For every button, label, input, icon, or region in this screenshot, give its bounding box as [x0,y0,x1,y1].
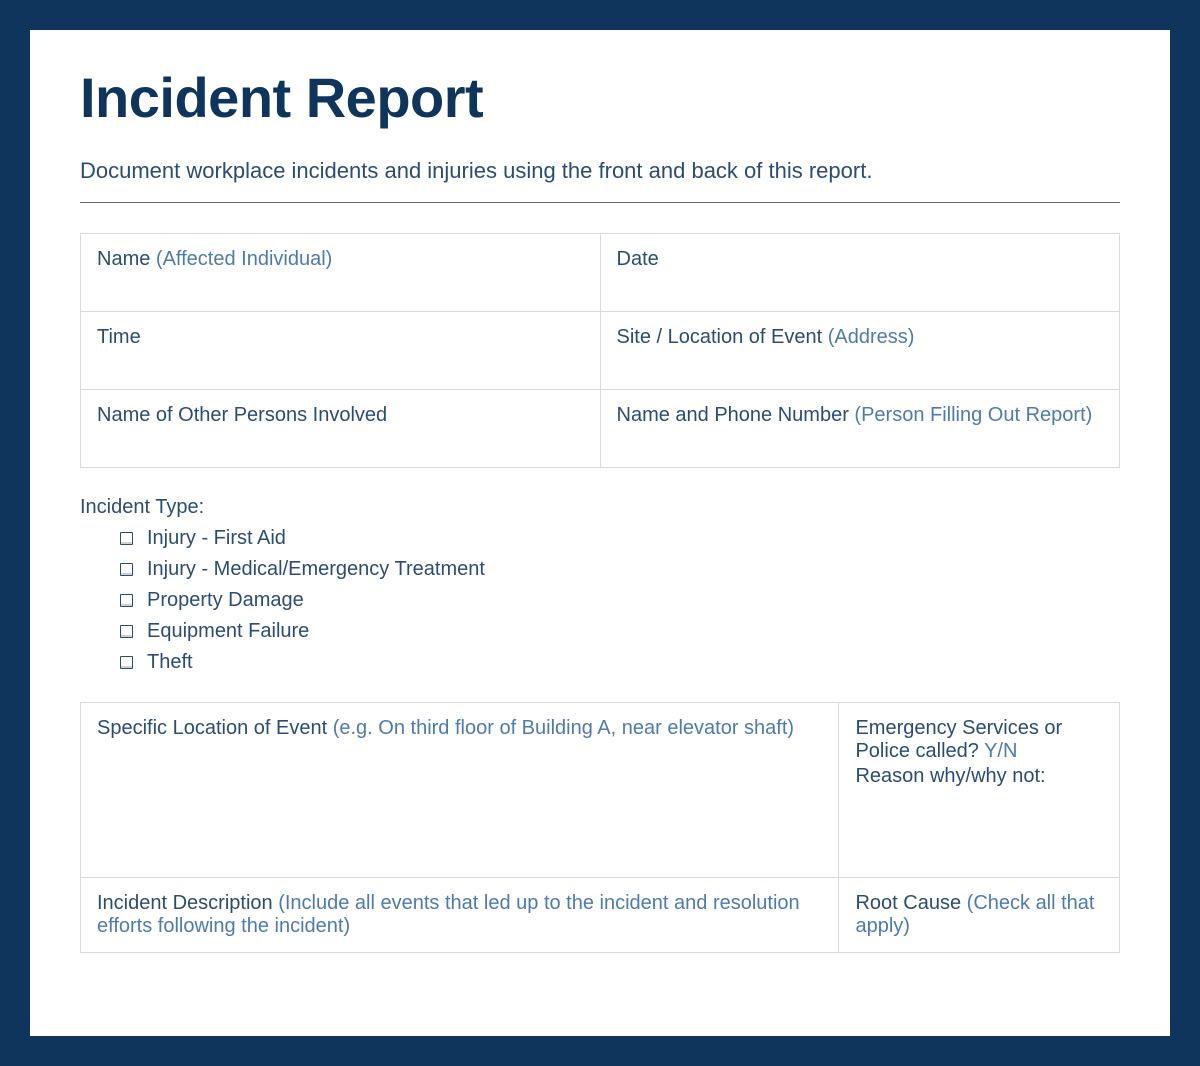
list-item[interactable]: Theft [120,647,1120,678]
list-item[interactable]: Injury - First Aid [120,523,1120,554]
field-label: Specific Location of Event [97,717,327,739]
field-label: Incident Description [97,892,273,914]
field-label: Emergency Services or Police called? [855,717,1062,762]
field-date[interactable]: Date [600,234,1120,312]
field-label: Reason why/why not: [855,765,1045,787]
table-row: Time Site / Location of Event (Address) [81,312,1120,390]
checkbox-label: Injury - First Aid [147,523,286,554]
field-label: Name [97,248,150,270]
field-hint: (Affected Individual) [156,248,332,270]
list-item[interactable]: Injury - Medical/Emergency Treatment [120,554,1120,585]
field-hint: Y/N [984,740,1017,762]
field-time[interactable]: Time [81,312,601,390]
report-page: Incident Report Document workplace incid… [30,30,1170,1036]
field-label: Time [97,326,141,348]
checkbox-label: Equipment Failure [147,616,309,647]
checkbox-icon[interactable] [120,532,133,545]
page-title: Incident Report [80,65,1120,130]
checkbox-label: Theft [147,647,193,678]
checkbox-icon[interactable] [120,656,133,669]
info-table: Name (Affected Individual) Date Time Sit… [80,233,1120,468]
incident-type-list: Injury - First Aid Injury - Medical/Emer… [80,523,1120,678]
page-subtitle: Document workplace incidents and injurie… [80,158,1120,184]
field-hint: (Person Filling Out Report) [854,404,1092,426]
field-label: Name of Other Persons Involved [97,404,387,426]
table-row: Specific Location of Event (e.g. On thir… [81,703,1120,878]
table-row: Name (Affected Individual) Date [81,234,1120,312]
field-other-persons[interactable]: Name of Other Persons Involved [81,390,601,468]
checkbox-icon[interactable] [120,594,133,607]
divider [80,202,1120,203]
field-emergency-called[interactable]: Emergency Services or Police called? Y/N… [839,703,1120,878]
incident-type-section: Incident Type: Injury - First Aid Injury… [80,496,1120,678]
field-incident-description[interactable]: Incident Description (Include all events… [81,878,839,953]
field-label: Date [617,248,659,270]
table-row: Name of Other Persons Involved Name and … [81,390,1120,468]
list-item[interactable]: Equipment Failure [120,616,1120,647]
outer-frame: Incident Report Document workplace incid… [0,0,1200,1066]
field-label: Name and Phone Number [617,404,849,426]
checkbox-label: Injury - Medical/Emergency Treatment [147,554,485,585]
field-label: Root Cause [855,892,961,914]
field-line: Reason why/why not: [855,765,1103,788]
field-name[interactable]: Name (Affected Individual) [81,234,601,312]
field-hint: (Address) [828,326,915,348]
checkbox-icon[interactable] [120,563,133,576]
field-label: Site / Location of Event [617,326,823,348]
table-row: Incident Description (Include all events… [81,878,1120,953]
checkbox-icon[interactable] [120,625,133,638]
field-root-cause[interactable]: Root Cause (Check all that apply) [839,878,1120,953]
incident-type-heading: Incident Type: [80,496,1120,519]
field-reporter[interactable]: Name and Phone Number (Person Filling Ou… [600,390,1120,468]
list-item[interactable]: Property Damage [120,585,1120,616]
field-location[interactable]: Site / Location of Event (Address) [600,312,1120,390]
field-line: Emergency Services or Police called? Y/N [855,717,1103,763]
checkbox-label: Property Damage [147,585,304,616]
field-specific-location[interactable]: Specific Location of Event (e.g. On thir… [81,703,839,878]
field-hint: (e.g. On third floor of Building A, near… [333,717,794,739]
details-table: Specific Location of Event (e.g. On thir… [80,702,1120,953]
